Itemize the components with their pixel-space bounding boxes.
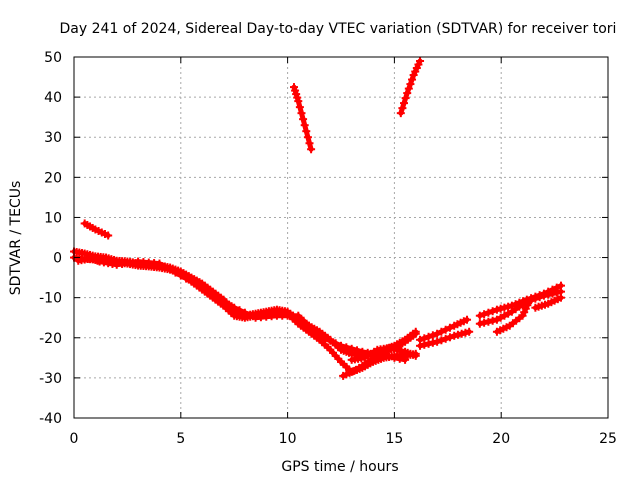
- y-tick-label: -10: [39, 291, 62, 307]
- y-tick-label: -20: [39, 331, 62, 347]
- grid: [74, 57, 608, 418]
- x-tick-label: 25: [599, 431, 617, 447]
- y-tick-label: 50: [44, 50, 62, 66]
- x-axis-label: GPS time / hours: [281, 459, 398, 475]
- trace-spike-b: [396, 57, 425, 118]
- y-tick-label: 10: [44, 210, 62, 226]
- x-tick-label: 0: [70, 431, 79, 447]
- trace-main-third: [74, 254, 410, 364]
- y-tick-label: -30: [39, 371, 62, 387]
- chart-title: Day 241 of 2024, Sidereal Day-to-day VTE…: [60, 21, 617, 37]
- trace-spike-a: [290, 83, 316, 154]
- y-tick-label: 40: [44, 90, 62, 106]
- ticks: 0 5 10 15 20 25 -40 -30 -20 -10 0 10 20 30 40 50: [39, 50, 617, 447]
- x-tick-label: 5: [176, 431, 185, 447]
- series-trace: [75, 255, 408, 363]
- plot-frame: [73, 56, 609, 419]
- y-tick-label: 20: [44, 170, 62, 186]
- trace-right-b: [416, 327, 474, 350]
- y-axis-label: SDTVAR / TECUs: [8, 181, 24, 296]
- y-tick-label: -40: [39, 411, 62, 427]
- x-tick-label: 15: [385, 431, 403, 447]
- data-layer: [70, 57, 566, 380]
- trace-right-e: [492, 297, 533, 336]
- trace-cross-b: [347, 343, 420, 364]
- y-tick-label: 30: [44, 130, 62, 146]
- x-tick-label: 10: [279, 431, 297, 447]
- y-tick-label: 0: [53, 251, 62, 267]
- trace-early-small: [80, 219, 113, 240]
- trace-right-a: [416, 315, 472, 344]
- trace-right-d: [475, 287, 566, 328]
- trace-right-f: [531, 293, 566, 312]
- x-tick-label: 20: [492, 431, 510, 447]
